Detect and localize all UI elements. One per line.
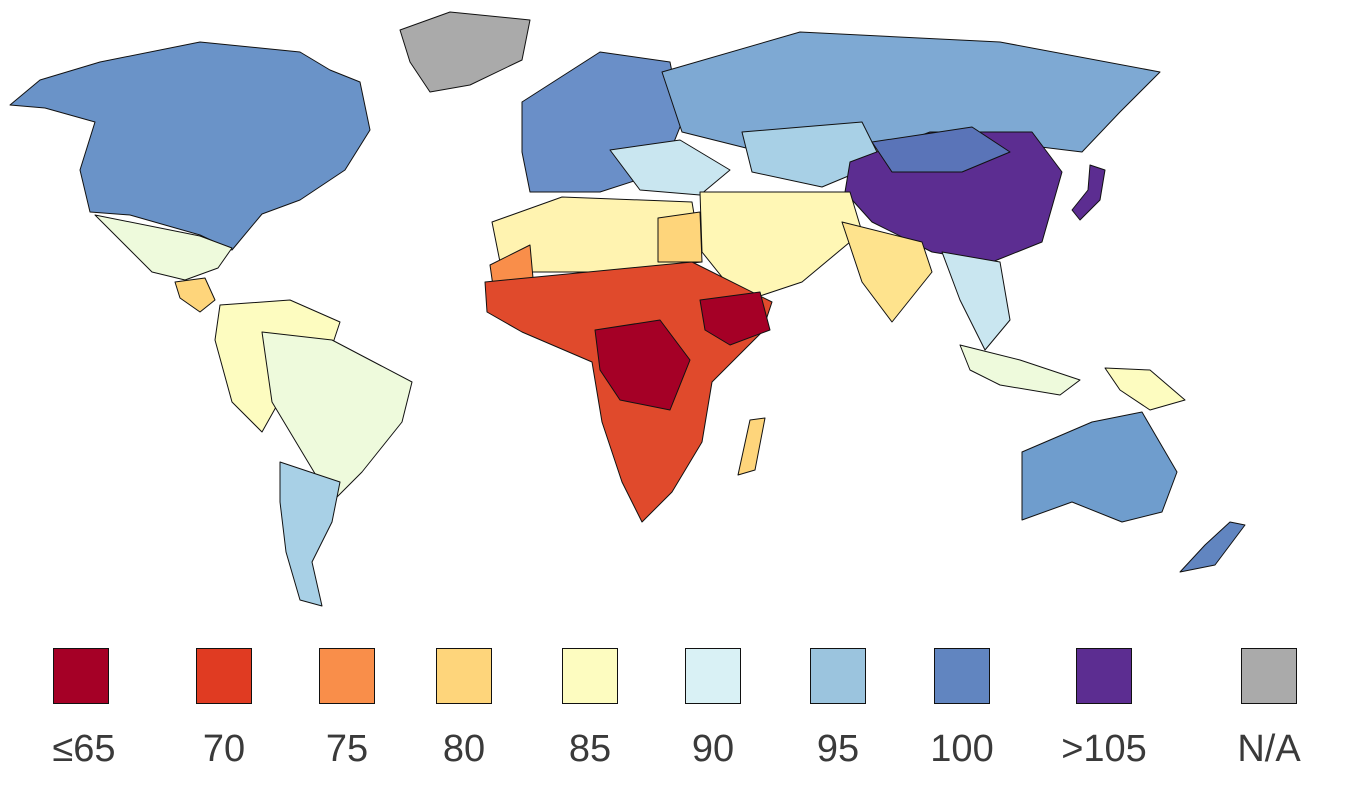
- region-papua: [1104, 367, 1186, 411]
- region-japan: [1071, 164, 1106, 221]
- legend-label: 85: [568, 728, 612, 770]
- world-choropleth-map: [9, 11, 1246, 607]
- legend-swatch-100: [934, 648, 990, 704]
- region-new-zealand: [1179, 521, 1246, 573]
- legend-swatch-75: [319, 648, 375, 704]
- legend-label: 100: [930, 728, 994, 770]
- region-australia: [1021, 411, 1178, 523]
- region-horn-of-africa: [699, 291, 771, 346]
- legend-swatch-95: [810, 648, 866, 704]
- region-russia: [661, 31, 1161, 153]
- legend-label: 90: [691, 728, 735, 770]
- legend-label: 75: [325, 728, 369, 770]
- region-greenland: [399, 11, 531, 93]
- legend-label: N/A: [1237, 728, 1301, 770]
- region-madagascar: [737, 417, 766, 476]
- region-mongolia: [871, 126, 1011, 173]
- legend-swatch-gt105: [1076, 648, 1132, 704]
- legend-label: 70: [202, 728, 246, 770]
- region-india: [841, 221, 933, 323]
- legend-swatch-80: [436, 648, 492, 704]
- legend-label: ≤65: [52, 728, 116, 770]
- region-central-africa: [594, 319, 691, 411]
- region-central-america: [174, 277, 216, 313]
- legend-swatch-na: [1241, 648, 1297, 704]
- region-southeast-asia: [941, 251, 1011, 351]
- region-north-america: [9, 41, 371, 251]
- region-mexico: [94, 214, 233, 281]
- region-brazil: [261, 331, 413, 503]
- legend-swatch-70: [196, 648, 252, 704]
- region-indonesia: [959, 344, 1081, 396]
- region-eastern-europe: [609, 139, 731, 196]
- legend-swatch-85: [562, 648, 618, 704]
- legend-swatch-90: [685, 648, 741, 704]
- legend-swatch-le65: [53, 648, 109, 704]
- legend-label: 95: [816, 728, 860, 770]
- legend-label: 80: [442, 728, 486, 770]
- legend-label: >105: [1061, 728, 1147, 770]
- region-egypt: [657, 211, 703, 263]
- region-argentina: [279, 461, 341, 607]
